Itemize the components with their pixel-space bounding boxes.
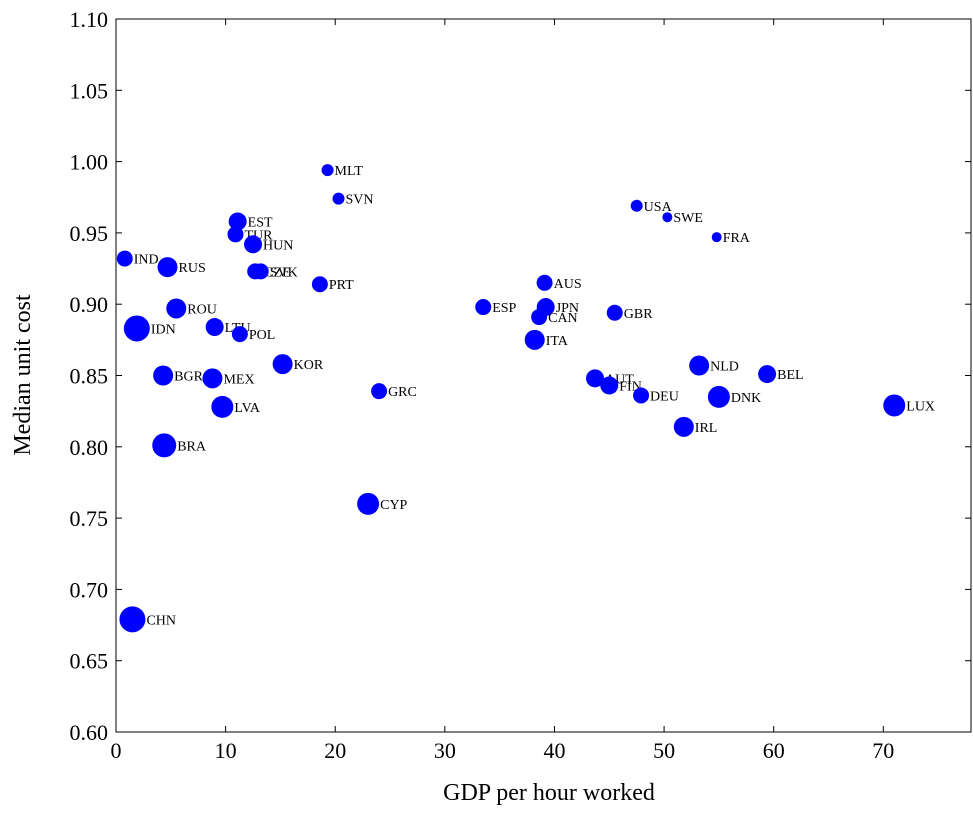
data-point-svn bbox=[332, 192, 345, 205]
data-point-irl bbox=[673, 416, 694, 437]
x-tick-label: 30 bbox=[434, 738, 456, 763]
data-point-fra bbox=[711, 232, 722, 243]
point-label-fra: FRA bbox=[723, 231, 751, 246]
y-tick-label: 0.85 bbox=[70, 364, 109, 389]
point-label-pol: POL bbox=[249, 328, 275, 343]
y-tick-label: 1.10 bbox=[70, 7, 109, 32]
point-label-deu: DEU bbox=[650, 389, 679, 404]
point-label-ind: IND bbox=[134, 253, 159, 268]
x-tick-label: 50 bbox=[653, 738, 675, 763]
x-tick-label: 10 bbox=[215, 738, 237, 763]
point-label-gbr: GBR bbox=[624, 307, 653, 322]
data-point-kor bbox=[272, 354, 293, 375]
point-label-swe: SWE bbox=[673, 211, 703, 226]
data-point-aus bbox=[536, 274, 553, 291]
data-point-dnk bbox=[707, 385, 730, 408]
point-label-lux: LUX bbox=[906, 399, 935, 414]
data-point-esp bbox=[475, 299, 492, 316]
y-tick-label: 0.65 bbox=[70, 649, 109, 674]
y-tick-label: 0.60 bbox=[70, 720, 109, 745]
data-point-svk bbox=[252, 263, 269, 280]
x-tick-label: 70 bbox=[872, 738, 894, 763]
data-point-hun bbox=[244, 235, 263, 254]
data-points: CHNINDIDNRUSROUBGRBRAMEXLVALTUPOLESTTURH… bbox=[116, 164, 935, 633]
data-point-bel bbox=[758, 365, 777, 384]
point-label-usa: USA bbox=[644, 200, 673, 215]
point-label-svk: SVK bbox=[270, 265, 298, 280]
point-label-mex: MEX bbox=[223, 372, 254, 387]
point-label-lva: LVA bbox=[234, 401, 261, 416]
data-point-tur bbox=[227, 226, 244, 243]
data-point-lux bbox=[883, 394, 906, 417]
point-label-ita: ITA bbox=[546, 334, 569, 349]
x-tick-label: 60 bbox=[763, 738, 785, 763]
data-point-cyp bbox=[357, 492, 380, 515]
point-label-idn: IDN bbox=[151, 322, 176, 337]
x-axis: 0 10 20 30 40 50 60 70 bbox=[111, 19, 894, 763]
point-label-bel: BEL bbox=[777, 368, 803, 383]
point-label-rou: ROU bbox=[187, 302, 217, 317]
point-label-nld: NLD bbox=[710, 360, 739, 375]
data-point-pol bbox=[231, 326, 248, 343]
y-axis: 0.60 0.65 0.70 0.75 0.80 0.85 0.90 0.95 1.00 1.05… bbox=[70, 7, 971, 745]
data-point-grc bbox=[371, 383, 388, 400]
data-point-can bbox=[531, 309, 548, 326]
point-label-prt: PRT bbox=[329, 278, 354, 293]
data-point-rou bbox=[166, 298, 187, 319]
data-point-ind bbox=[116, 250, 133, 267]
data-point-mex bbox=[202, 368, 223, 389]
x-axis-title: GDP per hour worked bbox=[443, 780, 655, 806]
point-label-chn: CHN bbox=[146, 613, 176, 628]
point-label-rus: RUS bbox=[179, 261, 206, 276]
point-label-jpn: JPN bbox=[556, 301, 579, 316]
y-axis-title: Median unit cost bbox=[10, 294, 36, 456]
x-tick-label: 0 bbox=[111, 738, 122, 763]
data-point-nld bbox=[689, 355, 710, 376]
data-point-ltu bbox=[205, 318, 224, 337]
point-label-aus: AUS bbox=[554, 277, 582, 292]
y-tick-label: 0.75 bbox=[70, 506, 109, 531]
point-label-kor: KOR bbox=[294, 358, 324, 373]
data-point-lva bbox=[211, 395, 234, 418]
point-label-cze: CZE bbox=[264, 265, 290, 280]
y-tick-label: 0.80 bbox=[70, 435, 109, 460]
point-label-mlt: MLT bbox=[335, 164, 364, 179]
y-tick-label: 1.00 bbox=[70, 150, 109, 175]
data-point-aut bbox=[586, 369, 605, 388]
point-label-dnk: DNK bbox=[731, 391, 761, 406]
y-tick-label: 0.70 bbox=[70, 577, 109, 602]
data-point-usa bbox=[630, 199, 643, 212]
data-point-prt bbox=[311, 276, 328, 293]
data-point-swe bbox=[662, 212, 673, 223]
data-point-deu bbox=[633, 387, 650, 404]
data-point-idn bbox=[123, 315, 150, 342]
data-point-rus bbox=[157, 257, 178, 278]
point-label-est: EST bbox=[248, 215, 273, 230]
data-point-bgr bbox=[153, 365, 174, 386]
x-tick-label: 40 bbox=[543, 738, 565, 763]
data-point-ita bbox=[524, 329, 545, 350]
point-label-can: CAN bbox=[548, 311, 578, 326]
data-point-bra bbox=[152, 433, 177, 458]
data-point-est bbox=[228, 212, 247, 231]
data-point-fin bbox=[600, 376, 619, 395]
data-point-mlt bbox=[321, 164, 334, 177]
point-label-irl: IRL bbox=[695, 421, 718, 436]
point-label-svn: SVN bbox=[346, 193, 374, 208]
point-label-esp: ESP bbox=[492, 301, 516, 316]
point-label-cyp: CYP bbox=[380, 498, 407, 513]
point-label-grc: GRC bbox=[388, 385, 417, 400]
point-label-hun: HUN bbox=[263, 238, 293, 253]
point-label-bgr: BGR bbox=[174, 370, 203, 385]
point-label-bra: BRA bbox=[177, 439, 207, 454]
y-tick-label: 0.90 bbox=[70, 292, 109, 317]
data-point-gbr bbox=[606, 304, 623, 321]
data-point-chn bbox=[119, 606, 146, 633]
x-tick-label: 20 bbox=[324, 738, 346, 763]
y-tick-label: 0.95 bbox=[70, 221, 109, 246]
y-tick-label: 1.05 bbox=[70, 78, 109, 103]
